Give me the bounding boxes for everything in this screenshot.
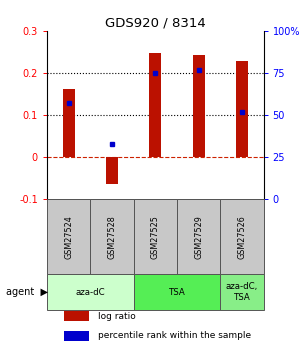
Text: agent  ▶: agent ▶ bbox=[6, 287, 48, 297]
Text: log ratio: log ratio bbox=[98, 312, 135, 321]
Bar bbox=[106, 157, 118, 184]
Bar bbox=[62, 89, 75, 157]
Bar bbox=[134, 199, 177, 274]
Text: percentile rank within the sample: percentile rank within the sample bbox=[98, 331, 251, 340]
Bar bbox=[64, 311, 89, 321]
Bar bbox=[236, 61, 248, 157]
Title: GDS920 / 8314: GDS920 / 8314 bbox=[105, 17, 206, 30]
Bar bbox=[192, 55, 205, 157]
Bar bbox=[134, 274, 220, 310]
Text: TSA: TSA bbox=[168, 287, 185, 297]
Bar bbox=[149, 53, 161, 157]
Text: GSM27525: GSM27525 bbox=[151, 215, 160, 259]
Bar bbox=[47, 274, 134, 310]
Text: GSM27528: GSM27528 bbox=[108, 215, 116, 258]
Bar bbox=[90, 199, 134, 274]
Bar bbox=[220, 199, 264, 274]
Text: aza-dC: aza-dC bbox=[75, 287, 105, 297]
Text: GSM27529: GSM27529 bbox=[194, 215, 203, 259]
Bar bbox=[220, 274, 264, 310]
Bar bbox=[64, 331, 89, 341]
Text: GSM27526: GSM27526 bbox=[238, 215, 246, 258]
Bar bbox=[177, 199, 220, 274]
Text: aza-dC,
TSA: aza-dC, TSA bbox=[226, 282, 258, 302]
Bar bbox=[47, 199, 90, 274]
Text: GSM27524: GSM27524 bbox=[64, 215, 73, 258]
